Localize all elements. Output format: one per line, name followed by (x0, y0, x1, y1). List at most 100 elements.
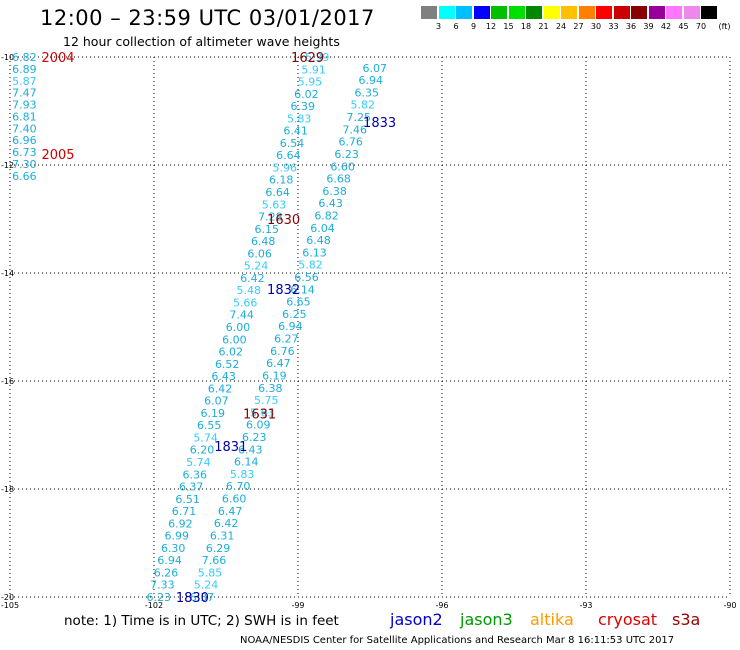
colorbar-swatch (648, 6, 665, 19)
colorbar-swatch (561, 6, 577, 19)
swh-value: 6.73 (12, 146, 37, 159)
swh-value: 6.82 (12, 51, 37, 64)
lon-tick-label: -105 (1, 601, 19, 610)
lon-tick-label: -99 (291, 601, 304, 610)
swh-value: 5.63 (262, 198, 287, 211)
colorbar-label: 30 (590, 22, 602, 31)
colorbar-swatch (596, 6, 612, 19)
swh-value: 6.00 (226, 321, 251, 334)
swh-value: 6.19 (262, 369, 287, 382)
swh-value: 6.42 (208, 382, 233, 395)
swh-value: 6.02 (219, 346, 244, 359)
swh-value: 6.68 (326, 173, 351, 186)
swh-value: 6.37 (190, 591, 215, 604)
colorbar-unit: (ft) (718, 22, 731, 31)
swh-value: 5.24 (244, 260, 269, 273)
swh-value: 6.18 (269, 174, 294, 187)
lon-tick-label: -93 (579, 601, 592, 610)
swh-value: 6.60 (330, 160, 355, 173)
swh-value: 5.91 (301, 63, 326, 76)
swh-value: 6.96 (12, 134, 37, 147)
swh-value: 6.13 (302, 246, 327, 259)
swh-value: 6.31 (210, 529, 235, 542)
swh-value: 6.43 (211, 370, 236, 383)
swh-value: 7.30 (12, 158, 37, 171)
swh-value: 5.74 (193, 431, 218, 444)
swh-value: 6.94 (359, 74, 384, 87)
pass-time-label: 2005 (41, 148, 74, 163)
swh-value: 6.41 (283, 125, 308, 138)
swh-value: 7.40 (12, 122, 37, 135)
swh-value: 6.51 (175, 493, 200, 506)
swh-value: 6.99 (165, 530, 190, 543)
swh-value: 6.48 (306, 234, 331, 247)
colorbar-label: 21 (538, 22, 549, 31)
colorbar-swatch (491, 6, 507, 19)
swh-value: 6.65 (286, 296, 311, 309)
swh-value: 5.75 (254, 394, 279, 407)
swh-value: 6.56 (294, 271, 319, 284)
swh-value: 7.28 (258, 211, 283, 224)
swh-value: 6.64 (276, 149, 301, 162)
swh-value: 6.55 (197, 419, 222, 432)
lat-tick-label: -16 (1, 377, 14, 386)
colorbar-label: 18 (520, 22, 532, 31)
swh-value: 6.47 (218, 505, 243, 518)
swh-value: 6.43 (318, 197, 343, 210)
swh-value: 5.83 (230, 468, 255, 481)
swh-value: 5.85 (198, 566, 223, 579)
swh-value: 6.76 (338, 136, 363, 149)
lon-tick-label: -102 (145, 601, 163, 610)
swh-value: 6.23 (242, 431, 267, 444)
legend-item-s3a: s3a (672, 610, 701, 629)
swh-value: 6.54 (280, 137, 305, 150)
colorbar-swatch (508, 6, 525, 19)
colorbar-swatch (613, 6, 630, 19)
swh-value: 6.66 (12, 170, 37, 183)
map-chart: -105 -102 -99 -96 -93 -90 -10 -12 -14 -16 -18 -20 6.… (1, 51, 737, 610)
swh-value: 6.37 (179, 481, 204, 494)
colorbar-label: 24 (555, 22, 567, 31)
swh-value: 5.39 (305, 51, 330, 64)
lat-tick-label: -10 (1, 53, 14, 62)
credit-line: NOAA/NESDIS Center for Satellite Applica… (240, 635, 675, 646)
swh-value: 6.07 (363, 62, 388, 75)
colorbar-label: 6 (453, 22, 459, 31)
lat-tick-label: -18 (1, 485, 14, 494)
page-title: 12:00 – 23:59 UTC 03/01/2017 (40, 6, 375, 30)
swh-value: 6.06 (247, 247, 272, 260)
colorbar-swatch (438, 6, 455, 19)
colorbar-label: 9 (470, 22, 477, 31)
colorbar-label: 39 (643, 22, 654, 31)
swh-value: 5.24 (194, 579, 219, 592)
units-note: note: 1) Time is in UTC; 2) SWH is in fe… (64, 613, 339, 629)
swh-value: 5.82 (350, 99, 375, 112)
swh-value: 6.92 (168, 517, 193, 530)
swh-value: 6.20 (190, 444, 215, 457)
page-subtitle: 12 hour collection of altimeter wave hei… (63, 34, 340, 49)
swh-value: 5.87 (12, 75, 37, 88)
swh-value: 6.52 (215, 358, 240, 371)
swh-value: 6.47 (266, 357, 291, 370)
swh-value: 7.47 (12, 87, 37, 100)
pass-time-label: 1830 (176, 591, 209, 606)
colorbar-swatch (666, 6, 682, 19)
colorbar-label: 45 (678, 22, 689, 31)
swh-value: 6.81 (12, 110, 37, 123)
swh-value: 7.33 (150, 579, 175, 592)
swh-value: 7.66 (202, 554, 227, 567)
colorbar-label: 15 (503, 22, 514, 31)
colorbar-label: 27 (573, 22, 584, 31)
swh-value: 5.82 (298, 259, 323, 272)
swh-value: 7.46 (342, 123, 367, 136)
swh-value: 5.83 (287, 112, 312, 125)
pass-time-label: 1832 (267, 283, 300, 298)
colorbar-label: 70 (695, 22, 707, 31)
pass-time-label: 1833 (363, 116, 396, 131)
colorbar-swatch (683, 6, 700, 19)
swh-value: 6.76 (270, 345, 295, 358)
swh-value: 6.23 (334, 148, 359, 161)
swh-value: 6.43 (238, 443, 263, 456)
swh-value: 6.60 (222, 493, 247, 506)
swh-value: 5.96 (273, 161, 298, 174)
